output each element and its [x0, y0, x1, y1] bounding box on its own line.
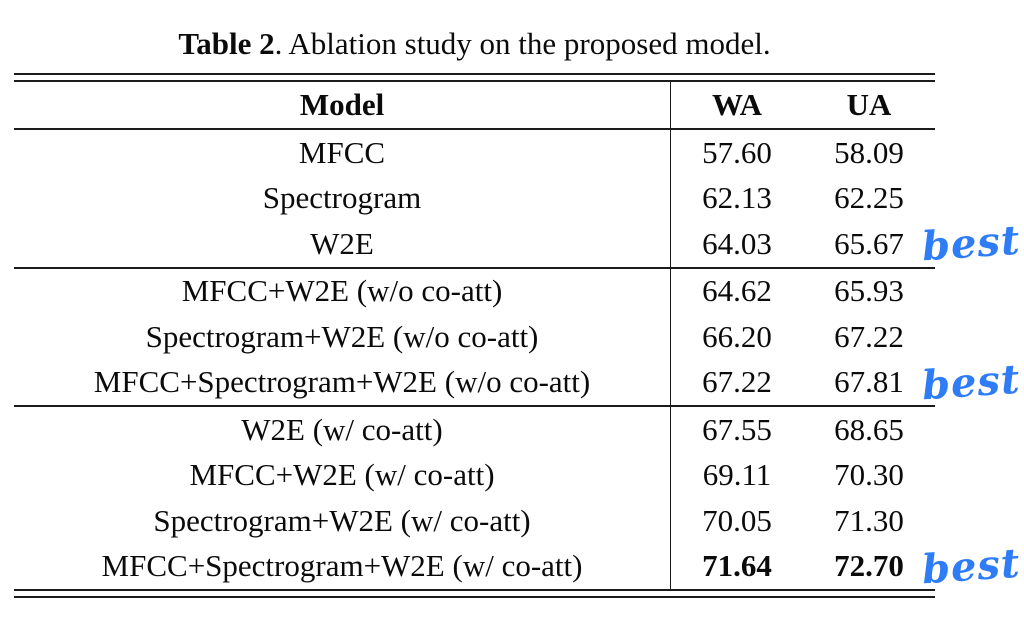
table-caption-text: . Ablation study on the proposed model. — [274, 26, 771, 61]
table-row: W2E 64.03 65.67 best — [14, 217, 1022, 271]
handwritten-best-annotation: best — [920, 355, 1022, 409]
wa-cell: 64.62 — [702, 273, 772, 309]
model-cell: W2E — [14, 221, 671, 267]
model-cell: Spectrogram+W2E (w/o co-att) — [14, 314, 671, 360]
ua-cell: 62.25 — [834, 180, 904, 216]
table-row: Spectrogram+W2E (w/o co-att) 66.20 67.22 — [14, 314, 935, 360]
table-group: MFCC 57.60 58.09 Spectrogram 62.13 62.25… — [14, 130, 1022, 271]
model-cell: W2E (w/ co-att) — [14, 407, 671, 453]
wa-cell: 67.55 — [702, 411, 772, 447]
table-row: Spectrogram 62.13 62.25 — [14, 175, 935, 221]
ua-cell: 65.67 — [834, 225, 904, 261]
header-rule — [14, 128, 935, 130]
table-row: W2E (w/ co-att) 67.55 68.65 — [14, 407, 935, 453]
table-group: MFCC+W2E (w/o co-att) 64.62 65.93 Spectr… — [14, 266, 1022, 409]
bottom-double-rule — [14, 589, 935, 598]
wa-cell: 57.60 — [702, 134, 772, 170]
model-cell: Spectrogram — [14, 175, 671, 221]
ua-cell: 58.09 — [834, 134, 904, 170]
model-cell: Spectrogram+W2E (w/ co-att) — [14, 498, 671, 544]
table-caption-label: Table 2 — [178, 26, 275, 61]
wa-cell: 62.13 — [702, 180, 772, 216]
wa-cell: 66.20 — [702, 318, 772, 354]
handwritten-best-annotation: best — [920, 539, 1022, 593]
wa-cell: 64.03 — [702, 225, 772, 261]
ua-cell: 70.30 — [834, 457, 904, 493]
model-cell: MFCC+Spectrogram+W2E (w/o co-att) — [14, 359, 671, 405]
model-cell: MFCC+W2E (w/ co-att) — [14, 452, 671, 498]
table-caption: Table 2. Ablation study on the proposed … — [14, 0, 935, 73]
paper-table: Table 2. Ablation study on the proposed … — [14, 0, 1022, 598]
table-row: Spectrogram+W2E (w/ co-att) 70.05 71.30 — [14, 498, 935, 544]
ua-cell: 71.30 — [834, 502, 904, 538]
table-body: MFCC 57.60 58.09 Spectrogram 62.13 62.25… — [14, 130, 1022, 593]
table-group: W2E (w/ co-att) 67.55 68.65 MFCC+W2E (w/… — [14, 405, 1022, 593]
top-double-rule — [14, 73, 935, 82]
column-header-wa: WA — [712, 87, 762, 122]
table-row: MFCC 57.60 58.09 — [14, 130, 935, 176]
model-cell: MFCC+W2E (w/o co-att) — [14, 268, 671, 314]
table-row: MFCC+W2E (w/ co-att) 69.11 70.30 — [14, 452, 935, 498]
ua-cell: 67.81 — [834, 364, 904, 400]
wa-cell: 71.64 — [702, 548, 772, 584]
ua-cell: 65.93 — [834, 273, 904, 309]
table-row: MFCC+Spectrogram+W2E (w/o co-att) 67.22 … — [14, 355, 1022, 409]
wa-cell: 70.05 — [702, 502, 772, 538]
model-cell: MFCC+Spectrogram+W2E (w/ co-att) — [14, 543, 671, 589]
wa-cell: 67.22 — [702, 364, 772, 400]
table-row: MFCC+Spectrogram+W2E (w/ co-att) 71.64 7… — [14, 539, 1022, 593]
ua-cell: 68.65 — [834, 411, 904, 447]
column-header-model: Model — [14, 82, 671, 128]
table-header-row: Model WA UA — [14, 82, 935, 128]
model-cell: MFCC — [14, 130, 671, 176]
ua-cell: 67.22 — [834, 318, 904, 354]
handwritten-best-annotation: best — [920, 216, 1022, 271]
wa-cell: 69.11 — [702, 457, 772, 493]
table-row: MFCC+W2E (w/o co-att) 64.62 65.93 — [14, 268, 935, 314]
ua-cell: 72.70 — [834, 548, 904, 584]
column-header-ua: UA — [846, 87, 892, 122]
